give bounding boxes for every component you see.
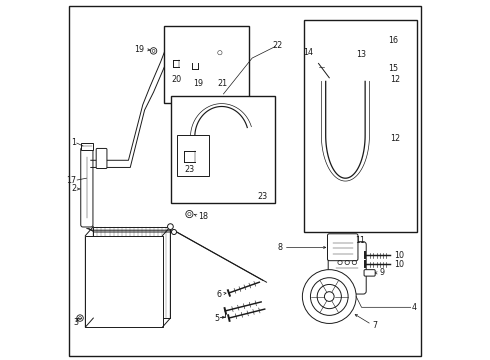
Bar — [93, 226, 171, 318]
Circle shape — [172, 229, 176, 234]
Text: 5: 5 — [214, 314, 219, 323]
Text: 9: 9 — [379, 269, 385, 278]
Text: 12: 12 — [390, 134, 400, 143]
Text: 23: 23 — [184, 166, 195, 175]
Text: 2: 2 — [72, 184, 76, 193]
Text: 16: 16 — [389, 36, 398, 45]
Text: 19: 19 — [134, 45, 144, 54]
Text: 4: 4 — [412, 303, 417, 312]
Text: 20: 20 — [172, 75, 182, 84]
FancyBboxPatch shape — [364, 270, 375, 276]
Text: 21: 21 — [218, 79, 227, 88]
Text: 19: 19 — [194, 79, 203, 88]
Text: 14: 14 — [303, 48, 313, 57]
Bar — [177, 135, 209, 176]
Text: 8: 8 — [278, 243, 283, 252]
Text: 11: 11 — [356, 237, 366, 246]
Text: 15: 15 — [389, 64, 398, 73]
Text: 17: 17 — [66, 176, 76, 185]
Circle shape — [317, 284, 342, 309]
Text: 7: 7 — [372, 321, 377, 330]
Text: 1: 1 — [72, 138, 76, 147]
Circle shape — [302, 270, 356, 323]
Bar — [164, 26, 248, 103]
Circle shape — [324, 292, 334, 301]
Bar — [304, 21, 417, 232]
Bar — [172, 96, 275, 203]
Text: 12: 12 — [390, 75, 400, 84]
Text: 23: 23 — [258, 192, 268, 201]
Text: 3: 3 — [73, 318, 78, 327]
FancyBboxPatch shape — [96, 148, 107, 168]
Bar — [81, 143, 93, 149]
Text: 10: 10 — [394, 251, 405, 260]
FancyBboxPatch shape — [327, 234, 358, 261]
Text: 18: 18 — [198, 212, 208, 221]
Text: 10: 10 — [394, 260, 405, 269]
Text: 13: 13 — [356, 50, 366, 59]
Text: 6: 6 — [217, 289, 221, 298]
Circle shape — [168, 224, 173, 229]
Text: 22: 22 — [272, 41, 282, 50]
Bar — [85, 235, 163, 327]
FancyBboxPatch shape — [328, 242, 366, 294]
FancyBboxPatch shape — [81, 147, 93, 227]
Circle shape — [311, 278, 348, 315]
